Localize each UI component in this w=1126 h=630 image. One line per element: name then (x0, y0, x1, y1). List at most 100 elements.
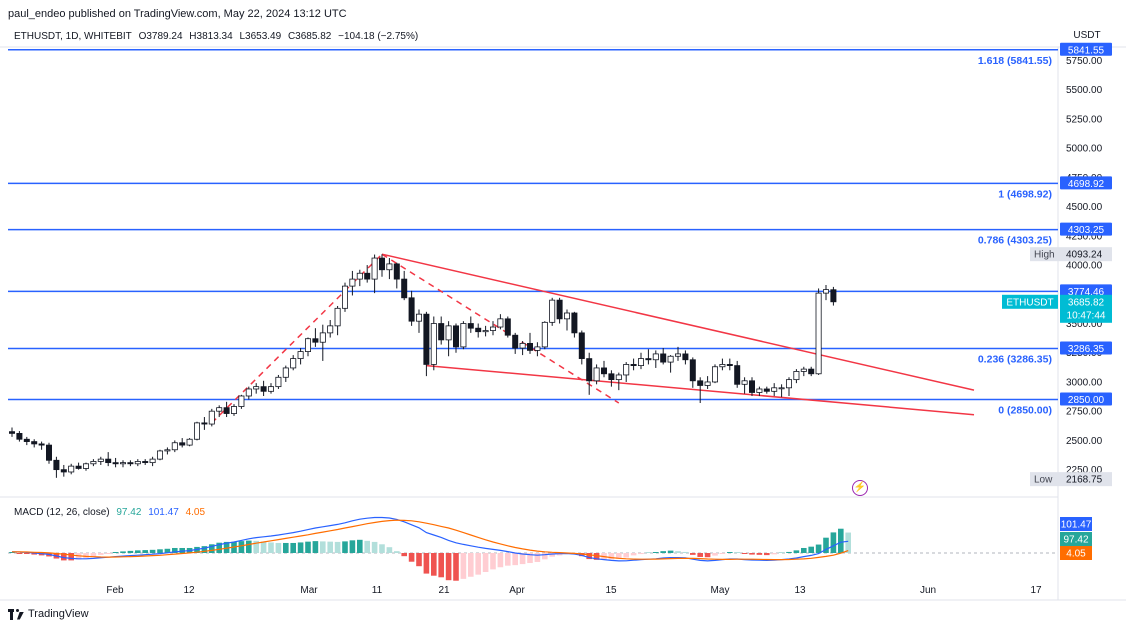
fib-axis-tag (1060, 222, 1112, 236)
macd-hist-bar (349, 540, 356, 553)
fib-label: 1.618 (5841.55) (978, 55, 1052, 67)
candle-body (290, 358, 297, 369)
candle-body (430, 323, 437, 365)
macd-hist-bar (386, 547, 393, 553)
macd-hist-bar (734, 552, 740, 553)
macd-hist-bar (216, 542, 222, 553)
macd-hist-bar (105, 553, 111, 554)
macd-hist-bar (682, 551, 689, 553)
y-tick-label: 5000.00 (1066, 144, 1103, 155)
macd-hist-bar (497, 553, 504, 568)
candle-body (660, 353, 667, 363)
candle-body (68, 465, 75, 473)
candle-body (512, 334, 519, 349)
macd-hist-bar (142, 550, 148, 553)
candle-body (401, 278, 408, 299)
macd-value: 97.42 (116, 507, 142, 518)
x-tick-label: 17 (1030, 585, 1042, 596)
low-tag-value: 2168.75 (1066, 475, 1103, 486)
candle-body (712, 366, 719, 383)
candle-body (808, 368, 815, 375)
macd-hist-bar (786, 551, 792, 553)
macd-hist-bar (534, 553, 541, 562)
macd-hist-bar (808, 546, 814, 553)
candle-body (623, 364, 630, 376)
fib-axis-tag-text: 4303.25 (1068, 225, 1105, 236)
last-price-symbol: ETHUSDT (1006, 297, 1053, 308)
candle-body (201, 422, 208, 425)
candle-body (704, 381, 711, 386)
candle-body (586, 358, 593, 382)
high-tag-value: 4093.24 (1066, 250, 1103, 261)
candle-body (356, 272, 363, 280)
symbol-ohlc-legend: ETHUSDT, 1D, WHITEBIT O3789.24 H3813.34 … (14, 31, 422, 42)
y-tick-label: 5250.00 (1066, 114, 1103, 125)
macd-axis-tag-text: 97.42 (1063, 535, 1088, 546)
trendline-upper_wedge (381, 253, 975, 391)
candle-body (31, 441, 38, 445)
candle-body (193, 422, 200, 440)
candle-body (238, 395, 245, 407)
macd-hist-bar (305, 541, 311, 553)
candle-body (652, 353, 659, 361)
candle-body (556, 299, 563, 320)
y-tick-label: 3000.00 (1066, 377, 1103, 388)
macd-hist-bar (815, 544, 822, 553)
candle-body (319, 332, 326, 343)
flash-icon[interactable]: ⚡ (852, 480, 868, 496)
macd-hist-bar (519, 553, 526, 565)
currency-label[interactable]: USDT (1073, 30, 1101, 41)
macd-hist-bar (83, 553, 89, 559)
candle-body (564, 312, 571, 320)
x-tick-label: May (711, 585, 730, 596)
macd-hist-bar (223, 541, 230, 553)
macd-hist-bar (246, 540, 252, 553)
candle-body (208, 410, 215, 425)
macd-hist-bar (283, 542, 289, 553)
candle-body (615, 374, 622, 381)
candle-body (593, 367, 600, 382)
x-tick-label: Mar (300, 585, 318, 596)
candle-body (645, 358, 652, 361)
fib-axis-tag (1060, 341, 1112, 355)
macd-axis-tag (1060, 546, 1092, 560)
publisher-line: paul_endeo published on TradingView.com,… (8, 8, 347, 20)
y-tick-label: 4500.00 (1066, 202, 1103, 213)
candle-body (105, 458, 112, 464)
candle-body (245, 388, 252, 397)
macd-hist-bar (9, 552, 15, 553)
macd-line (11, 516, 849, 562)
footer-brand[interactable]: TradingView (8, 608, 89, 620)
macd-hist-bar (512, 553, 518, 566)
y-tick-label: 2250.00 (1066, 465, 1103, 476)
macd-hist-bar (704, 553, 711, 558)
candle-body (541, 321, 548, 348)
candle-body (608, 373, 615, 381)
x-tick-label: 12 (183, 585, 195, 596)
y-tick-label: 4000.00 (1066, 261, 1103, 272)
candle-body (149, 458, 156, 464)
candle-body (578, 332, 585, 359)
candle-body (667, 355, 674, 363)
symbol-label[interactable]: ETHUSDT, 1D, WHITEBIT (14, 31, 132, 42)
candle-body (179, 442, 186, 446)
candle-body (297, 351, 304, 359)
candle-body (749, 380, 756, 393)
candle-body (112, 462, 119, 465)
tradingview-logo-icon (8, 608, 24, 620)
macd-hist-bar (68, 553, 74, 561)
macd-title[interactable]: MACD (12, 26, close) (14, 507, 110, 518)
candle-body (46, 444, 53, 461)
high-tag-bg (1030, 247, 1112, 262)
candle-body (460, 323, 467, 348)
candle-body (793, 371, 800, 381)
low-value: L3653.49 (239, 31, 282, 42)
candle-body (415, 313, 422, 322)
macd-hist-bar (845, 532, 851, 553)
fib-axis-tag-text: 3286.35 (1068, 344, 1105, 355)
macd-hist-bar (342, 541, 348, 553)
y-tick-label: 4250.00 (1066, 231, 1103, 242)
macd-axis-tag (1060, 532, 1092, 546)
candle-body (156, 450, 163, 460)
